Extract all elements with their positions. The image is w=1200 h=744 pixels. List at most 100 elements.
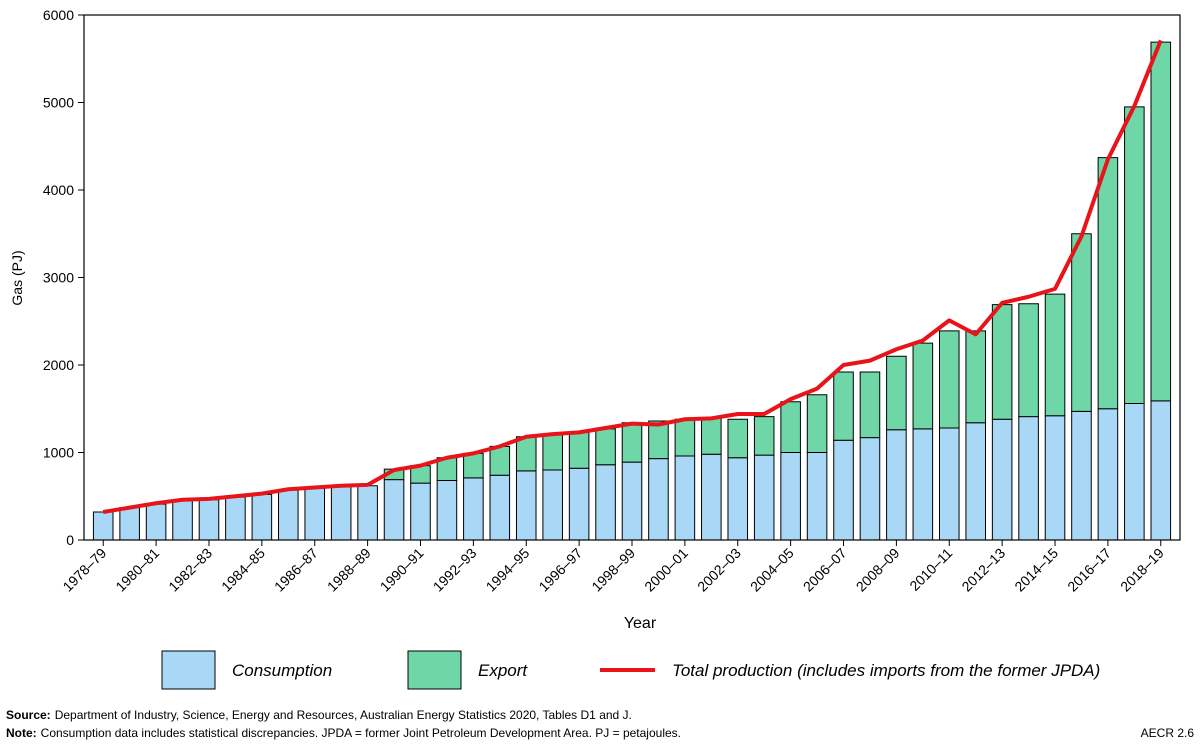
bar (278, 489, 299, 541)
bar (542, 469, 563, 541)
x-tick-label: 1990–91 (377, 545, 427, 595)
bar (1044, 293, 1066, 417)
y-tick-label: 0 (66, 532, 74, 548)
bar (727, 418, 749, 459)
x-tick-label: 2014–15 (1011, 545, 1061, 595)
bar (1097, 408, 1119, 541)
y-tick-label: 6000 (43, 7, 74, 23)
bar (621, 422, 643, 463)
x-tick-label: 2012–13 (958, 545, 1008, 595)
bar (1044, 415, 1066, 541)
bar (198, 499, 220, 541)
bar (886, 355, 907, 431)
bar (701, 453, 722, 541)
bar (674, 418, 696, 457)
x-tick-label: 1988–89 (324, 545, 374, 595)
bar (330, 486, 352, 541)
bar (383, 479, 405, 541)
x-tick-label: 1998–99 (588, 545, 638, 595)
bar (859, 371, 881, 439)
bar (833, 371, 854, 441)
y-axis-label: Gas (PJ) (9, 250, 25, 305)
bar (965, 330, 986, 424)
legend-label: Consumption (232, 661, 332, 680)
bar (965, 422, 986, 541)
note-text: Consumption data includes statistical di… (41, 726, 681, 740)
bar (1124, 403, 1145, 541)
bar (489, 445, 511, 476)
bar (912, 342, 934, 430)
bar (912, 428, 934, 541)
y-tick-label: 4000 (43, 182, 74, 198)
x-axis-label: Year (624, 615, 657, 632)
x-tick-label: 2000–01 (641, 545, 691, 595)
bar (806, 452, 828, 541)
bar (648, 458, 669, 541)
y-tick-label: 3000 (43, 270, 74, 286)
x-tick-label: 1986–87 (271, 545, 321, 595)
bar (489, 474, 511, 541)
bar (251, 494, 273, 541)
bar (621, 461, 643, 541)
x-tick-label: 2008–09 (853, 545, 903, 595)
bar (701, 417, 722, 455)
bar (1124, 106, 1145, 404)
bar (753, 454, 775, 541)
note: Note: Consumption data includes statistic… (6, 726, 681, 740)
bar (780, 452, 801, 541)
bar (674, 455, 696, 541)
x-tick-label: 1984–85 (218, 545, 268, 595)
bar (595, 428, 616, 466)
bar (463, 477, 484, 541)
note-label: Note: (6, 726, 37, 740)
bar (568, 431, 590, 469)
x-tick-label: 2016–17 (1064, 545, 1114, 595)
bar (463, 452, 484, 479)
source-text: Department of Industry, Science, Energy … (55, 708, 632, 722)
figure-id: AECR 2.6 (1141, 726, 1195, 740)
bar (1071, 233, 1092, 412)
bar (1150, 41, 1172, 402)
bar (304, 487, 326, 541)
x-tick-label: 2004–05 (747, 545, 797, 595)
bar (938, 427, 960, 541)
bar (938, 330, 960, 429)
x-tick-label: 1996–97 (535, 545, 585, 595)
source-label: Source: (6, 708, 51, 722)
bar (833, 439, 854, 541)
bar (172, 500, 193, 541)
bar (357, 485, 378, 541)
bar (568, 467, 590, 541)
y-tick-label: 2000 (43, 357, 74, 373)
x-tick-label: 1982–83 (165, 545, 215, 595)
bar (648, 420, 669, 460)
x-tick-label: 2002–03 (694, 545, 744, 595)
legend-label: Export (478, 661, 528, 680)
x-tick-label: 1980–81 (112, 545, 162, 595)
bar (753, 416, 775, 456)
x-tick-label: 1978–79 (59, 545, 109, 595)
legend-label: Total production (includes imports from … (672, 661, 1100, 680)
bar (436, 480, 458, 541)
bar (410, 482, 431, 541)
legend-swatch (161, 650, 216, 690)
x-tick-label: 1994–95 (483, 545, 533, 595)
bar (145, 503, 167, 541)
bar (991, 418, 1013, 541)
bar (780, 401, 801, 453)
bar (595, 464, 616, 541)
bar (806, 394, 828, 453)
x-tick-label: 1992–93 (430, 545, 480, 595)
legend: Consumption Export Total production (inclu… (161, 650, 1100, 690)
bar (225, 496, 246, 541)
bar (1018, 303, 1039, 418)
bar (119, 507, 140, 541)
bar (515, 470, 537, 541)
bar (859, 437, 881, 541)
bar (515, 436, 537, 472)
line (102, 39, 1163, 514)
bar (1018, 416, 1039, 541)
bar (1097, 157, 1119, 410)
bar (1150, 400, 1172, 541)
